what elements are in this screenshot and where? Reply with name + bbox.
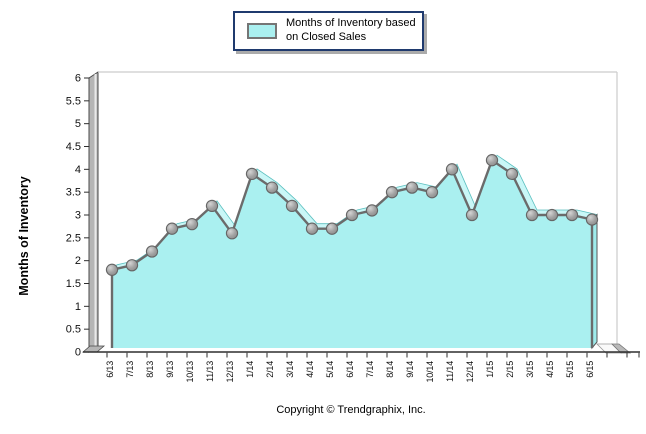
axis-corner-base	[81, 345, 106, 353]
legend-label: Months of Inventory based on Closed Sale…	[286, 17, 416, 43]
data-point-marker	[145, 245, 159, 258]
data-point-marker	[405, 181, 419, 194]
data-point-marker	[165, 222, 179, 235]
data-point-marker	[205, 199, 219, 213]
data-point-marker	[325, 222, 339, 235]
x-tick-label: 3/14	[285, 361, 295, 378]
x-tick-label: 1/14	[245, 361, 255, 378]
data-point-marker	[425, 186, 439, 199]
y-axis-wall	[88, 71, 99, 353]
data-point-marker	[345, 208, 359, 222]
data-point-marker	[465, 208, 479, 222]
x-tick-label: 9/13	[165, 361, 175, 378]
data-point-marker	[585, 213, 599, 226]
y-tick-label: 5	[75, 118, 81, 130]
y-tick-label: 1.5	[66, 278, 81, 290]
data-point-marker	[225, 227, 239, 240]
copyright-text: Copyright © Trendgraphix, Inc.	[276, 404, 426, 416]
data-point-marker	[365, 204, 379, 217]
data-point-marker	[265, 181, 279, 194]
x-tick-label: 12/13	[225, 361, 235, 383]
x-tick-label: 7/13	[125, 361, 135, 378]
x-tick-label: 10/13	[185, 361, 195, 383]
x-tick-label: 2/15	[505, 361, 515, 378]
x-tick-label: 1/15	[485, 361, 495, 378]
data-point-marker	[185, 217, 199, 231]
x-tick-label: 4/15	[545, 361, 555, 378]
y-tick-label: 3	[75, 210, 81, 222]
legend-swatch-icon	[247, 22, 277, 39]
x-tick-label: 3/15	[525, 361, 535, 378]
y-tick-label: 2.5	[66, 232, 81, 244]
data-point-marker	[525, 208, 539, 222]
data-point-marker	[545, 208, 559, 222]
x-tick-label: 9/14	[405, 361, 415, 378]
y-tick-label: 1	[75, 301, 81, 313]
y-tick-label: 4	[75, 164, 81, 176]
y-tick-label: 2	[75, 255, 81, 267]
x-tick-label: 4/14	[305, 361, 315, 378]
data-point-marker	[445, 163, 459, 176]
y-tick-label: 5.5	[66, 95, 81, 107]
x-tick-label: 6/15	[585, 361, 595, 378]
x-tick-label: 5/14	[325, 361, 335, 378]
y-tick-label: 0	[75, 347, 81, 359]
legend: Months of Inventory based on Closed Sale…	[233, 11, 424, 51]
x-tick-label: 10/14	[425, 361, 435, 383]
data-point-marker	[485, 154, 499, 167]
x-tick-label: 11/13	[205, 361, 215, 382]
x-tick-label: 6/13	[105, 361, 115, 378]
x-tick-label: 5/15	[565, 361, 575, 378]
y-tick-label: 3.5	[66, 187, 81, 199]
series-area-fill	[112, 160, 592, 348]
y-tick-label: 0.5	[66, 324, 81, 336]
data-point-marker	[505, 167, 519, 181]
x-tick-label: 7/14	[365, 361, 375, 378]
data-point-marker	[125, 259, 139, 272]
x-tick-label: 8/13	[145, 361, 155, 378]
x-tick-label: 12/14	[465, 361, 475, 383]
data-point-marker	[305, 222, 319, 235]
x-tick-label: 8/14	[385, 361, 395, 378]
data-point-marker	[385, 186, 399, 199]
x-tick-label: 6/14	[345, 361, 355, 378]
y-tick-label: 4.5	[66, 141, 81, 153]
data-point-marker	[105, 263, 119, 276]
y-tick-label: 6	[75, 73, 81, 85]
data-point-marker	[245, 167, 259, 181]
base-platform-side	[611, 343, 632, 354]
x-tick-label: 11/14	[445, 361, 455, 382]
x-tick-label: 2/14	[265, 361, 275, 378]
data-point-marker	[565, 208, 579, 222]
data-point-marker	[285, 199, 299, 213]
